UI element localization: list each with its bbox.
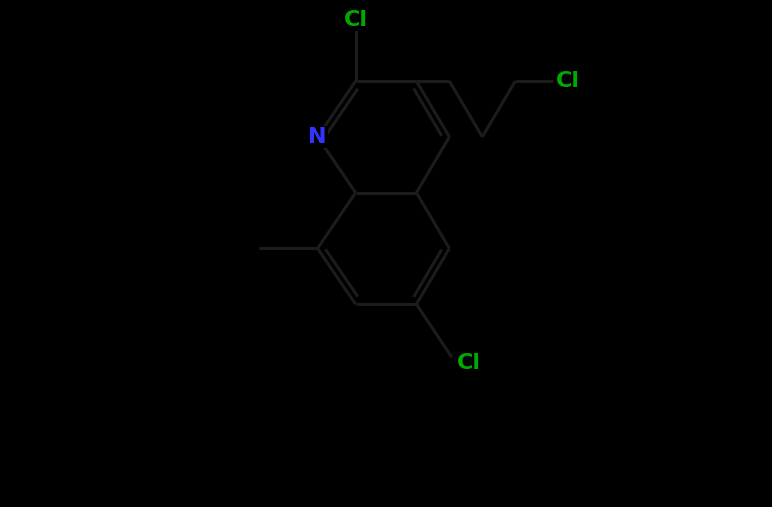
Text: N: N — [308, 127, 327, 147]
Text: Cl: Cl — [344, 10, 367, 30]
Text: Cl: Cl — [556, 71, 580, 91]
Text: Cl: Cl — [457, 352, 481, 373]
